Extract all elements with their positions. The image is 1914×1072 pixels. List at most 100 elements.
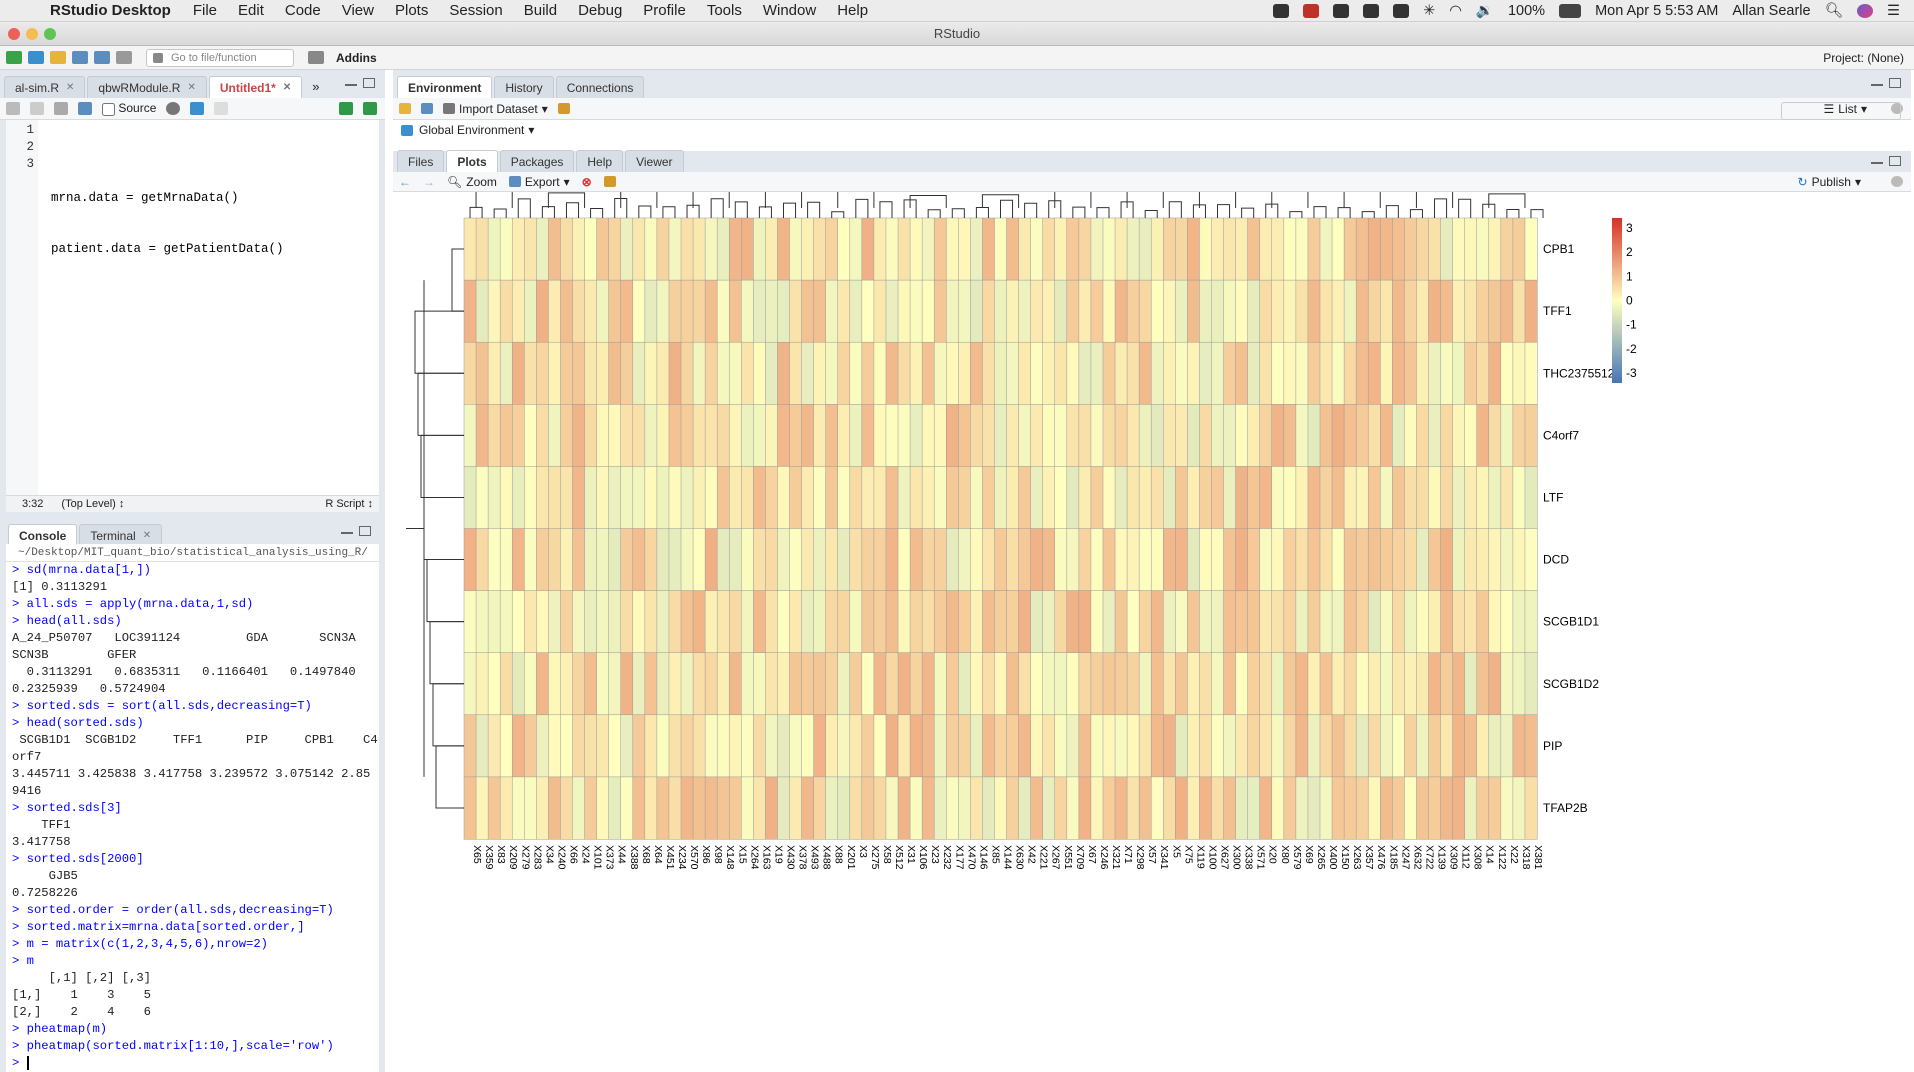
volume-icon[interactable]: 🔉	[1475, 3, 1494, 19]
refresh-env-icon[interactable]	[1891, 103, 1903, 114]
status-printer-icon[interactable]	[1393, 3, 1410, 18]
menu-file[interactable]: File	[192, 2, 218, 19]
next-plot-icon[interactable]: →	[423, 174, 435, 189]
goto-file-input[interactable]: Go to file/function	[146, 48, 294, 67]
back-arrow-icon[interactable]	[6, 102, 20, 115]
wifi-icon[interactable]: ◠	[1449, 2, 1462, 19]
menu-code[interactable]: Code	[284, 2, 321, 19]
console-working-directory[interactable]: ~/Desktop/MIT_quant_bio/statistical_anal…	[6, 544, 379, 562]
menu-build[interactable]: Build	[523, 2, 558, 19]
minimize-pane-icon[interactable]	[1871, 156, 1883, 164]
new-project-icon[interactable]	[28, 51, 44, 64]
tab-viewer[interactable]: Viewer	[625, 150, 684, 172]
export-button[interactable]: Export ▾	[508, 175, 570, 189]
maximize-pane-icon[interactable]	[363, 78, 375, 88]
load-workspace-icon[interactable]	[399, 103, 411, 114]
menu-profile[interactable]: Profile	[643, 2, 686, 19]
code-line[interactable]: mrna.data = getMrnaData()	[51, 191, 239, 205]
save-icon[interactable]	[72, 51, 88, 64]
tab-connections[interactable]: Connections	[555, 76, 645, 98]
workspace-panes-icon[interactable]	[308, 51, 324, 64]
rerun-icon[interactable]	[363, 102, 377, 115]
menu-tools[interactable]: Tools	[706, 2, 742, 19]
clock[interactable]: Mon Apr 5 5:53 AM	[1595, 2, 1719, 19]
source-on-save-checkbox[interactable]	[102, 102, 115, 116]
maximize-pane-icon[interactable]	[359, 526, 371, 536]
remove-plot-icon[interactable]: ⊗	[581, 174, 592, 189]
forward-arrow-icon[interactable]	[30, 102, 44, 115]
spotlight-search-icon[interactable]: 🔍︎	[1824, 3, 1843, 19]
find-icon[interactable]	[166, 102, 181, 115]
addins-menu[interactable]: Addins	[336, 50, 377, 65]
clear-plots-broom-icon[interactable]	[603, 176, 616, 187]
refresh-plot-icon[interactable]	[1891, 176, 1903, 187]
compile-report-icon[interactable]	[214, 102, 229, 115]
tab-history[interactable]: History	[494, 76, 554, 98]
minimize-pane-icon[interactable]	[341, 526, 353, 534]
new-file-icon[interactable]	[6, 51, 22, 64]
menu-session[interactable]: Session	[449, 2, 503, 19]
more-tabs-icon[interactable]: »	[312, 79, 320, 94]
zoom-button[interactable]: 🔍︎ Zoom	[447, 175, 497, 189]
tab-qbwrmodule[interactable]: qbwRModule.R ✕	[87, 76, 207, 98]
publish-button[interactable]: ↻ Publish ▾	[1797, 174, 1861, 189]
close-window-button[interactable]	[8, 28, 20, 40]
code-line[interactable]: patient.data = getPatientData()	[51, 242, 284, 256]
open-file-icon[interactable]	[50, 51, 66, 64]
source-on-save[interactable]: Source	[102, 101, 156, 116]
zoom-window-button[interactable]	[44, 28, 56, 40]
minimize-window-button[interactable]	[26, 28, 38, 40]
user-name[interactable]: Allan Searle	[1732, 2, 1811, 19]
close-tab-icon[interactable]: ✕	[66, 82, 75, 93]
broom-icon[interactable]	[557, 103, 570, 114]
status-cloud-icon[interactable]	[1363, 3, 1380, 18]
env-scope-selector[interactable]: Global Environment ▾	[419, 123, 535, 137]
import-dataset-button[interactable]: Import Dataset ▾	[443, 102, 548, 116]
env-search-input[interactable]	[1781, 102, 1901, 120]
console-prompt[interactable]: >	[12, 1055, 379, 1072]
tab-files[interactable]: Files	[397, 150, 445, 172]
close-tab-icon[interactable]: ✕	[142, 530, 152, 541]
menu-help[interactable]: Help	[837, 2, 869, 19]
console-output[interactable]: > sd(mrna.data[1,]) [1] 0.3113291 > all.sd…	[6, 562, 379, 1072]
save-workspace-icon[interactable]	[421, 103, 433, 114]
tab-console[interactable]: Console	[8, 524, 78, 546]
code-editor[interactable]: 1 2 3 mrna.data = getMrnaData() patient.…	[6, 120, 379, 495]
close-tab-icon[interactable]: ✕	[282, 82, 292, 93]
save-file-icon[interactable]	[78, 102, 92, 115]
menu-plots[interactable]: Plots	[394, 2, 429, 19]
print-icon[interactable]	[116, 51, 132, 64]
control-center-icon[interactable]: ☰	[1887, 2, 1900, 19]
code-content[interactable]: mrna.data = getMrnaData() patient.data =…	[51, 122, 284, 292]
menu-window[interactable]: Window	[762, 2, 817, 19]
tab-environment[interactable]: Environment	[397, 76, 493, 98]
battery-percent[interactable]: 100%	[1507, 2, 1546, 19]
scope-selector[interactable]: (Top Level) ↕	[61, 498, 125, 510]
tab-terminal[interactable]: Terminal ✕	[79, 524, 163, 546]
menu-debug[interactable]: Debug	[578, 2, 623, 19]
status-shield-icon[interactable]	[1333, 3, 1350, 18]
status-record-icon[interactable]	[1303, 3, 1320, 18]
minimize-pane-icon[interactable]	[1871, 78, 1883, 86]
tab-plots[interactable]: Plots	[446, 150, 498, 172]
save-all-icon[interactable]	[94, 51, 110, 64]
tab-packages[interactable]: Packages	[499, 150, 575, 172]
status-app-icon[interactable]	[1273, 3, 1290, 18]
tab-untitled1[interactable]: Untitled1* ✕	[208, 76, 303, 98]
battery-icon[interactable]	[1559, 3, 1582, 18]
menu-view[interactable]: View	[341, 2, 374, 19]
list-mode-selector[interactable]: ☰ List ▾	[1823, 101, 1867, 116]
filetype-selector[interactable]: R Script ↕	[325, 498, 373, 510]
project-menu[interactable]: Project: (None)	[1823, 50, 1904, 65]
code-tools-wand-icon[interactable]	[190, 102, 205, 115]
tab-al-sim[interactable]: al-sim.R ✕	[4, 76, 86, 98]
minimize-pane-icon[interactable]	[345, 78, 357, 86]
siri-icon[interactable]	[1857, 3, 1873, 18]
menu-edit[interactable]: Edit	[238, 2, 264, 19]
maximize-pane-icon[interactable]	[1889, 156, 1901, 166]
run-line-icon[interactable]	[339, 102, 353, 115]
previous-plot-icon[interactable]: ←	[399, 174, 411, 189]
app-menu[interactable]: RStudio Desktop	[50, 2, 171, 19]
show-in-window-icon[interactable]	[54, 102, 68, 115]
close-tab-icon[interactable]: ✕	[187, 82, 196, 93]
